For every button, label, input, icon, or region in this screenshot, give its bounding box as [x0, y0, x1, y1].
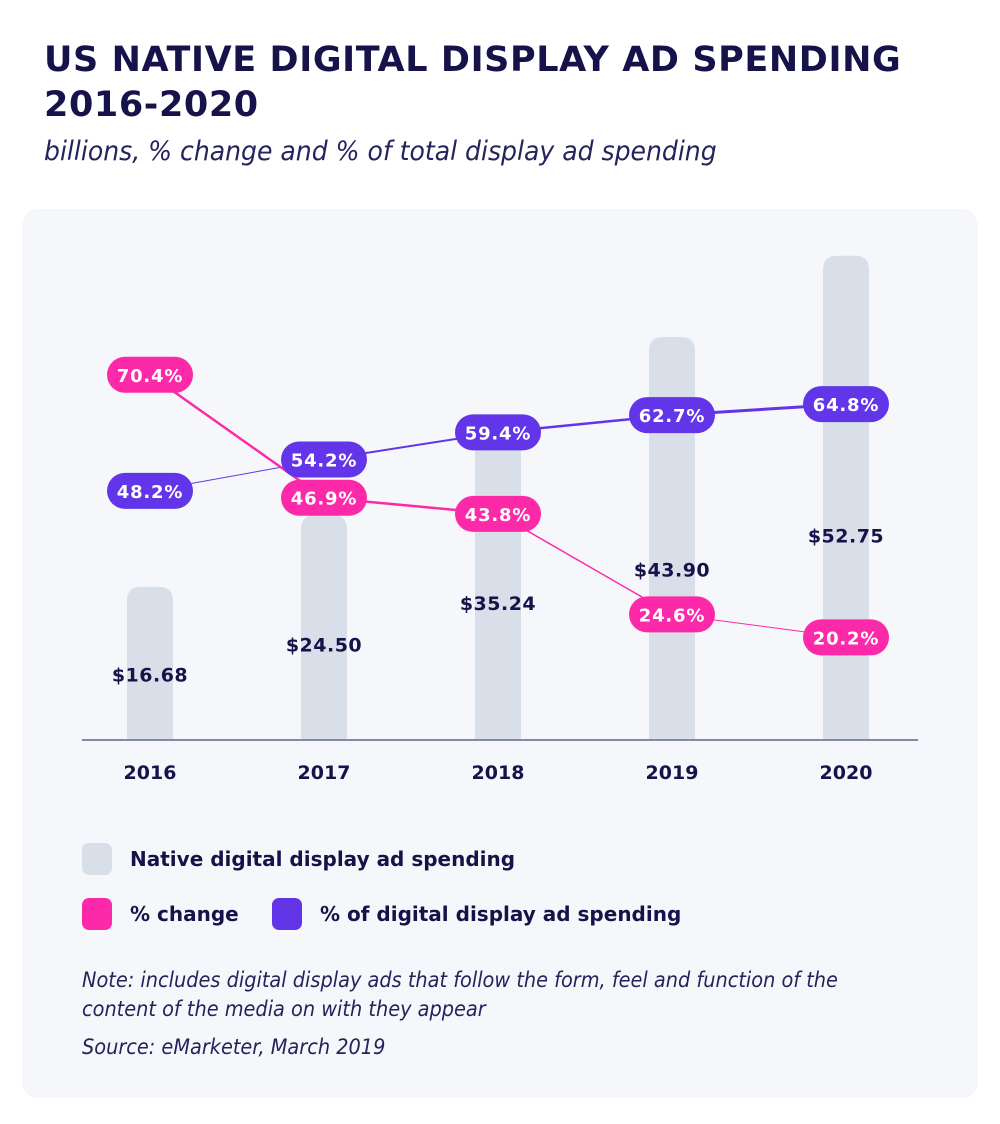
pct-of-display-point: 48.2% [107, 472, 193, 509]
pct-of-display-pill [107, 472, 193, 509]
pct-change-value-label: 46.9% [291, 489, 357, 510]
pct-of-display-point: 59.4% [455, 414, 541, 451]
legend-swatch-pct-of-display [272, 898, 302, 930]
pct-change-pill [629, 596, 715, 633]
legend-item-pct-change: % change [82, 898, 239, 930]
chart-subtitle: billions, % change and % of total displa… [44, 136, 717, 167]
point-labels-layer: 48.2% 54.2% 59.4% 62.7% 64.8% 70.4% 46.9% 43.8%… [107, 356, 889, 656]
pct-change-pill [803, 619, 889, 656]
pct-of-display-point: 54.2% [281, 441, 367, 478]
pct-change-point: 43.8% [455, 495, 541, 532]
pct-change-point: 20.2% [803, 619, 889, 656]
source-note: Source: eMarketer, March 2019 [82, 1035, 386, 1059]
pct-change-point: 70.4% [107, 356, 193, 393]
pct-change-point: 24.6% [629, 596, 715, 633]
pct-change-pill [455, 495, 541, 532]
legend-label-pct-of-display: % of digital display ad spending [320, 902, 682, 926]
bar-value-label: $16.68 [112, 665, 188, 687]
x-tick-labels: 2016 2017 2018 2019 2020 [124, 762, 873, 784]
pct-of-display-pill [281, 441, 367, 478]
pct-of-display-value-label: 59.4% [465, 423, 531, 444]
pct-change-line-segment [148, 373, 326, 499]
legend-item-pct-of-display: % of digital display ad spending [272, 898, 681, 930]
bar-value-label: $35.24 [460, 593, 536, 615]
footnote: Note: includes digital display ads that … [82, 968, 838, 1021]
bar-2018 [475, 416, 521, 740]
pct-change-pill [107, 356, 193, 393]
pct-change-value-label: 43.8% [465, 505, 531, 526]
x-tick-label-2020: 2020 [820, 762, 873, 784]
bar-value-label: $24.50 [286, 635, 362, 657]
x-tick-label-2019: 2019 [646, 762, 699, 784]
pct-of-display-pill [455, 414, 541, 451]
bar-value-label: $43.90 [634, 560, 710, 582]
chart-title-line2: 2016-2020 [44, 85, 259, 125]
pct-change-value-label: 20.2% [813, 628, 879, 649]
legend-label-spending: Native digital display ad spending [130, 847, 516, 871]
legend-swatch-spending [82, 843, 112, 875]
pct-of-display-point: 64.8% [803, 386, 889, 423]
bar-value-label: $52.75 [808, 526, 884, 548]
pct-change-point: 46.9% [281, 479, 367, 516]
bar-2017 [301, 515, 347, 740]
x-tick-label-2018: 2018 [472, 762, 525, 784]
pct-change-pill [281, 479, 367, 516]
x-tick-label-2017: 2017 [298, 762, 351, 784]
pct-of-display-point: 62.7% [629, 397, 715, 434]
pct-of-display-pill [803, 386, 889, 423]
pct-of-display-value-label: 62.7% [639, 406, 705, 427]
bar-2019 [649, 336, 695, 740]
pct-of-display-value-label: 54.2% [291, 451, 357, 472]
legend-item-spending: Native digital display ad spending [82, 843, 515, 875]
pct-change-value-label: 24.6% [639, 605, 705, 626]
chart-title: US NATIVE DIGITAL DISPLAY AD SPENDING 20… [44, 38, 984, 128]
bar-2020 [823, 255, 869, 740]
bar-labels-layer: $16.68 $24.50 $35.24 $43.90 $52.75 [112, 526, 884, 687]
chart-title-line1: US NATIVE DIGITAL DISPLAY AD SPENDING [44, 40, 902, 80]
chart-plot: $16.68$24.50$35.24$43.90$52.75 2016 2017 2… [82, 255, 918, 784]
pct-change-value-label: 70.4% [117, 366, 183, 387]
legend-label-pct-change: % change [130, 902, 239, 926]
pct-of-display-value-label: 64.8% [813, 395, 879, 416]
pct-of-display-value-label: 48.2% [117, 482, 183, 503]
legend-swatch-pct-change [82, 898, 112, 930]
x-tick-label-2016: 2016 [124, 762, 177, 784]
bar-2016 [127, 586, 173, 740]
pct-of-display-pill [629, 397, 715, 434]
